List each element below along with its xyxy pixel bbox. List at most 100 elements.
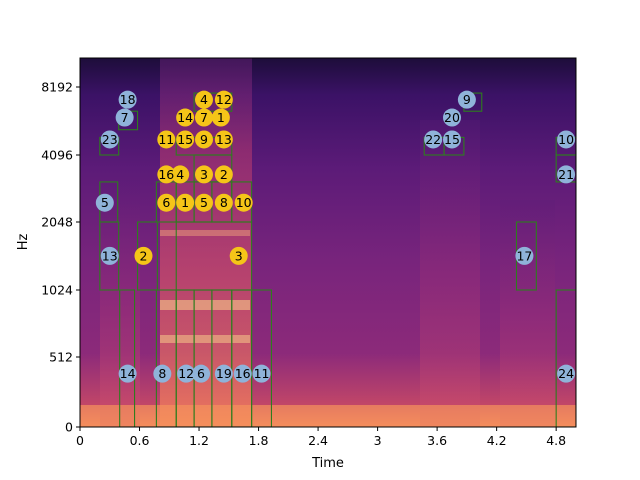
x-tick-label: 0.6: [130, 433, 150, 448]
x-tick-label: 1.8: [249, 433, 269, 448]
marker-dot: [457, 90, 476, 109]
x-tick-label: 0: [76, 433, 84, 448]
low-frequency-band: [80, 405, 576, 427]
marker-dot: [211, 108, 230, 127]
x-tick-label: 2.4: [308, 433, 328, 448]
marker-dot: [234, 193, 253, 212]
marker-label: 3: [235, 248, 243, 263]
y-tick-label: 512: [49, 350, 73, 365]
marker-label: 10: [558, 132, 574, 147]
marker: 17: [515, 246, 534, 265]
marker-label: 15: [177, 132, 193, 147]
formant-band-1: [160, 300, 250, 310]
marker-dot: [100, 130, 119, 149]
marker: 3: [229, 246, 248, 265]
marker: 15: [443, 130, 461, 149]
marker-dot: [557, 130, 576, 149]
marker: 12: [214, 90, 233, 109]
marker: 5: [95, 193, 114, 212]
plot-area: 1122334456789101112131415165678910111213…: [80, 58, 576, 427]
marker: 24: [557, 364, 576, 383]
marker: 19: [214, 364, 233, 383]
marker-label: 16: [158, 167, 174, 182]
marker: 18: [118, 90, 137, 109]
energy-burst-end: [500, 200, 555, 427]
marker-label: 8: [220, 195, 228, 210]
marker: 14: [176, 108, 195, 127]
marker-dot: [515, 246, 534, 265]
x-tick-label: 1.2: [189, 433, 209, 448]
y-tick-label: 1024: [41, 283, 73, 298]
marker: 7: [195, 108, 213, 127]
marker: 6: [192, 364, 211, 383]
marker: 20: [443, 108, 461, 127]
marker-dot: [177, 364, 196, 383]
detection-box: [251, 289, 273, 427]
marker-label: 8: [158, 366, 166, 381]
marker-label: 7: [121, 110, 129, 125]
marker-dot: [233, 364, 252, 383]
marker-dot: [157, 165, 176, 184]
marker-label: 1: [181, 195, 189, 210]
marker-label: 1: [217, 110, 225, 125]
marker-dot: [195, 108, 213, 127]
marker-dot: [214, 90, 233, 109]
marker: 22: [424, 130, 443, 149]
marker-dot: [157, 130, 176, 149]
y-tick-label: 0: [65, 420, 73, 435]
marker-label: 14: [120, 366, 136, 381]
marker: 10: [557, 130, 576, 149]
marker: 9: [457, 90, 476, 109]
marker-dot: [214, 193, 233, 212]
marker: 7: [115, 108, 134, 127]
marker-label: 23: [102, 132, 118, 147]
marker-label: 4: [176, 167, 184, 182]
marker-label: 14: [177, 110, 193, 125]
marker-dot: [192, 364, 211, 383]
marker: 3: [195, 165, 213, 184]
marker-dot: [95, 193, 114, 212]
marker-dot: [115, 108, 134, 127]
marker: 4: [171, 165, 190, 184]
marker: 8: [214, 193, 233, 212]
marker: 11: [252, 364, 271, 383]
energy-burst-mid: [420, 120, 480, 427]
marker-label: 6: [197, 366, 205, 381]
marker-dot: [443, 130, 461, 149]
marker-dot: [118, 364, 137, 383]
marker-label: 21: [558, 167, 574, 182]
marker-dot: [443, 108, 461, 127]
marker: 13: [214, 130, 233, 149]
marker: 23: [100, 130, 119, 149]
x-tick-label: 4.8: [546, 433, 566, 448]
marker-label: 9: [463, 92, 471, 107]
marker-label: 17: [516, 248, 532, 263]
marker-label: 19: [216, 366, 232, 381]
marker: 1: [176, 193, 195, 212]
marker: 14: [118, 364, 137, 383]
marker: 16: [233, 364, 252, 383]
marker-label: 9: [200, 132, 208, 147]
y-tick-label: 8192: [41, 80, 73, 95]
y-tick-label: 4096: [41, 148, 73, 163]
marker-label: 5: [101, 195, 109, 210]
marker: 6: [157, 193, 176, 212]
marker-label: 22: [425, 132, 441, 147]
y-axis: 0 512 1024 2048 4096 8192: [41, 80, 80, 435]
marker-label: 18: [120, 92, 136, 107]
x-axis-label: Time: [311, 456, 344, 471]
marker: 21: [557, 165, 576, 184]
marker-dot: [134, 246, 153, 265]
x-tick-label: 3.6: [427, 433, 447, 448]
marker-dot: [557, 364, 576, 383]
marker-label: 13: [216, 132, 232, 147]
marker-label: 2: [140, 248, 148, 263]
marker-label: 6: [162, 195, 170, 210]
marker: 16: [157, 165, 176, 184]
marker-dot: [153, 364, 172, 383]
formant-band-3: [160, 230, 250, 236]
marker: 2: [134, 246, 153, 265]
marker-dot: [214, 364, 233, 383]
marker-dot: [195, 90, 213, 109]
marker-dot: [214, 130, 233, 149]
